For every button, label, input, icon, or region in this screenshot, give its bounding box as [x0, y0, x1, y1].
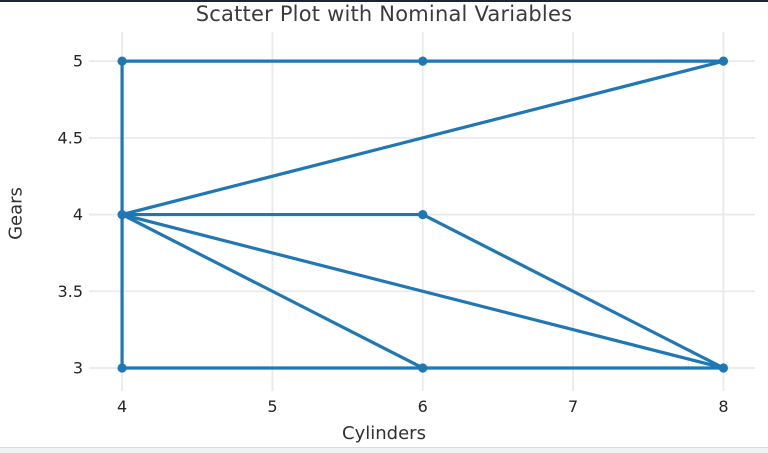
data-point [117, 56, 127, 66]
y-tick-label: 3.5 [58, 282, 83, 301]
x-tick-label: 7 [568, 397, 578, 416]
y-tick-label: 3 [73, 358, 83, 377]
y-axis-title: Gears [5, 187, 27, 240]
y-tick-label: 4 [73, 205, 83, 224]
data-line-segment [120, 59, 726, 217]
footer-strip [0, 447, 768, 453]
data-point [718, 56, 729, 66]
data-point [117, 209, 127, 220]
data-point [117, 363, 127, 373]
data-point [418, 363, 428, 373]
data-line-segment [120, 212, 726, 370]
data-point [418, 56, 428, 66]
data-line-segment [421, 212, 726, 370]
x-tick-label: 8 [718, 397, 728, 416]
chart-title: Scatter Plot with Nominal Variables [195, 2, 573, 26]
x-axis-title: Cylinders [342, 423, 426, 444]
data-point [718, 363, 729, 373]
y-tick-label: 4.5 [58, 128, 83, 147]
window-top-border [0, 0, 768, 2]
data-point [418, 209, 428, 220]
x-tick-label: 5 [267, 397, 277, 416]
y-tick-label: 5 [73, 52, 83, 71]
data-line-segment [120, 212, 425, 370]
x-tick-label: 6 [418, 397, 428, 416]
x-tick-label: 4 [117, 397, 127, 416]
